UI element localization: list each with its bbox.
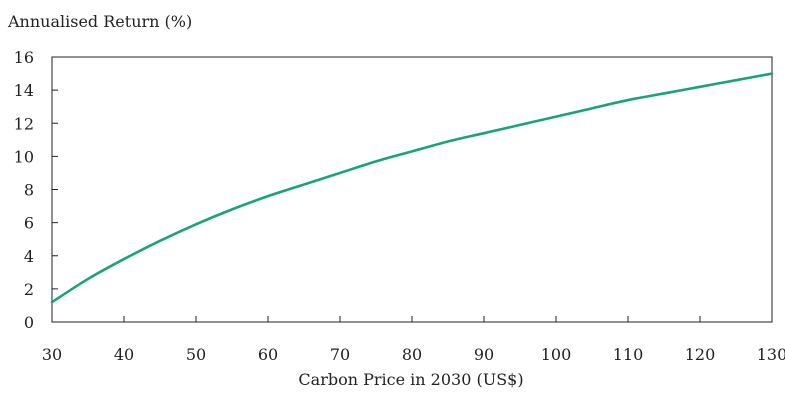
x-tick-label: 100 (541, 345, 572, 364)
x-tick-label: 60 (258, 345, 278, 364)
x-tick-label: 70 (330, 345, 350, 364)
y-tick-label: 16 (14, 48, 34, 67)
y-tick-label: 14 (14, 81, 34, 100)
x-tick-label: 90 (474, 345, 494, 364)
x-tick-label: 30 (42, 345, 62, 364)
x-tick-label: 130 (757, 345, 785, 364)
y-axis: 0 2 4 6 8 10 12 14 16 (14, 48, 58, 332)
y-tick-label: 6 (24, 214, 34, 233)
x-tick-label: 110 (613, 345, 644, 364)
y-tick-label: 2 (24, 280, 34, 299)
y-axis-title: Annualised Return (%) (7, 12, 192, 31)
y-tick-label: 12 (14, 114, 34, 133)
y-tick-label: 4 (24, 247, 34, 266)
y-tick-label: 0 (24, 313, 34, 332)
x-tick-label: 50 (186, 345, 206, 364)
x-tick-label: 120 (685, 345, 716, 364)
x-tick-label: 40 (114, 345, 134, 364)
x-axis-title: Carbon Price in 2030 (US$) (298, 370, 523, 389)
x-axis: 30 40 50 60 70 80 90 100 110 120 130 (42, 316, 785, 364)
plot-frame (51, 56, 773, 323)
series-line (50, 72, 774, 304)
x-tick-label: 80 (402, 345, 422, 364)
y-tick-label: 10 (14, 147, 34, 166)
y-tick-label: 8 (24, 181, 34, 200)
